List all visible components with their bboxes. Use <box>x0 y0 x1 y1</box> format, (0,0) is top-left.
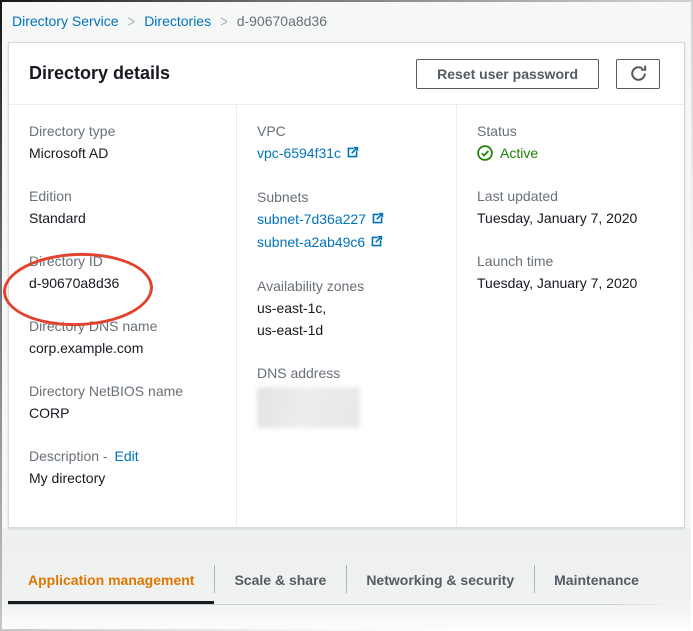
tab-scale-and-share[interactable]: Scale & share <box>214 556 346 604</box>
field-label: Edition <box>29 188 72 204</box>
field-label: Directory type <box>29 123 116 139</box>
field-value: us-east-1c, <box>257 300 327 316</box>
field-value: My directory <box>29 470 106 486</box>
vpc-link[interactable]: vpc-6594f31c <box>257 145 359 161</box>
status-text: Active <box>500 145 539 161</box>
refresh-icon <box>629 64 648 83</box>
details-column-3: Status Active Last updat <box>456 105 684 526</box>
field-label: Availability zones <box>257 278 365 294</box>
field-label: Last updated <box>477 188 558 204</box>
tab-maintenance[interactable]: Maintenance <box>534 556 659 604</box>
subnet-link-1[interactable]: subnet-7d36a227 <box>257 211 384 227</box>
field-label: Directory DNS name <box>29 318 158 334</box>
details-column-1: Directory type Microsoft AD Edition Stan… <box>9 105 236 526</box>
description-label-text: Description - <box>29 448 108 464</box>
tabs-bottom-border <box>8 604 670 605</box>
reset-user-password-button[interactable]: Reset user password <box>416 58 599 89</box>
field-label: Directory ID <box>29 253 103 269</box>
field-value: Standard <box>29 210 86 226</box>
external-link-icon <box>370 232 383 254</box>
check-circle-icon <box>477 145 493 161</box>
page-title: Directory details <box>29 63 171 83</box>
tab-bar: Application management Scale & share Net… <box>8 556 659 604</box>
directory-details-card: Directory details Reset user password <box>8 42 685 528</box>
field-vpc: VPC vpc-6594f31c <box>257 120 444 165</box>
subnet-link-text: subnet-7d36a227 <box>257 211 366 227</box>
field-label: DNS address <box>257 365 341 381</box>
breadcrumb-separator-icon: > <box>127 11 136 31</box>
field-label: Launch time <box>477 253 554 269</box>
field-value: CORP <box>29 405 70 421</box>
field-value: corp.example.com <box>29 340 144 356</box>
breadcrumb-separator-icon: > <box>220 11 228 31</box>
field-edition: Edition Standard <box>29 185 224 229</box>
tab-networking-and-security[interactable]: Networking & security <box>346 556 534 604</box>
field-value: Tuesday, January 7, 2020 <box>477 275 638 291</box>
field-value: Tuesday, January 7, 2020 <box>477 210 638 226</box>
field-label: Description - Edit <box>29 445 224 467</box>
external-link-icon <box>371 209 384 231</box>
field-directory-type: Directory type Microsoft AD <box>29 120 224 164</box>
details-column-2: VPC vpc-6594f31c Subnets subnet-7d36a227 <box>236 105 456 526</box>
field-label: Directory NetBIOS name <box>29 383 184 399</box>
breadcrumb-link-directory-service[interactable]: Directory Service <box>12 13 119 29</box>
breadcrumb: Directory Service > Directories > d-9067… <box>12 11 327 31</box>
breadcrumb-current-directory-id: d-90670a8d36 <box>236 13 327 29</box>
field-directory-netbios-name: Directory NetBIOS name CORP <box>29 380 224 424</box>
refresh-button[interactable] <box>616 58 660 89</box>
status-badge: Active <box>477 142 672 164</box>
field-label: VPC <box>257 123 286 139</box>
field-directory-dns-name: Directory DNS name corp.example.com <box>29 315 224 359</box>
card-body: Directory type Microsoft AD Edition Stan… <box>9 105 684 526</box>
dns-address-redacted-value <box>257 387 360 428</box>
header-actions: Reset user password <box>416 58 660 89</box>
subnet-link-2[interactable]: subnet-a2ab49c6 <box>257 234 383 250</box>
field-value: d-90670a8d36 <box>29 275 120 291</box>
field-directory-id: Directory ID d-90670a8d36 <box>29 250 224 294</box>
tab-application-management[interactable]: Application management <box>8 556 215 604</box>
card-header: Directory details Reset user password <box>9 43 684 105</box>
field-label: Subnets <box>257 189 309 205</box>
field-launch-time: Launch time Tuesday, January 7, 2020 <box>477 250 672 294</box>
field-status: Status Active <box>477 120 672 164</box>
breadcrumb-link-directories[interactable]: Directories <box>144 13 212 29</box>
field-label: Status <box>477 123 517 139</box>
subnet-link-text: subnet-a2ab49c6 <box>257 234 366 250</box>
field-dns-address: DNS address <box>257 362 444 428</box>
field-value: Microsoft AD <box>29 145 109 161</box>
field-value: us-east-1d <box>257 322 324 338</box>
field-subnets: Subnets subnet-7d36a227 subnet-a2ab49c6 <box>257 186 444 254</box>
external-link-icon <box>346 143 359 165</box>
field-availability-zones: Availability zones us-east-1c, us-east-1… <box>257 275 444 341</box>
field-last-updated: Last updated Tuesday, January 7, 2020 <box>477 185 672 229</box>
field-description: Description - Edit My directory <box>29 445 224 489</box>
vpc-link-text: vpc-6594f31c <box>257 145 342 161</box>
edit-description-link[interactable]: Edit <box>114 448 139 464</box>
